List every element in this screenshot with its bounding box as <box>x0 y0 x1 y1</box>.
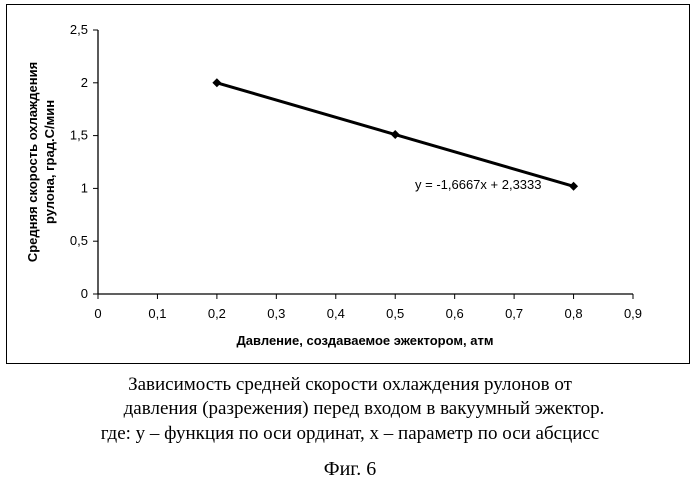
tick-labels: 0 0,5 1 1,5 2 2,5 0 0,1 0,2 0,3 0,4 0,5 0,6 0,7 0,8 0,9 <box>70 22 642 321</box>
x-tick-label: 0,6 <box>446 306 464 321</box>
figure-label: Фиг. 6 <box>323 458 377 480</box>
y-tick-label: 2,5 <box>70 22 88 37</box>
trendline-equation: y = -1,6667x + 2,3333 <box>415 177 541 192</box>
y-axis-title-line2: рулона, град.С/мин <box>42 100 57 224</box>
caption-line-2: давления (разрежения) перед входом в вак… <box>123 398 605 419</box>
x-tick-label: 0 <box>94 306 101 321</box>
chart-axes <box>93 29 634 299</box>
y-tick-label: 1 <box>81 180 88 195</box>
line-chart: 0 0,5 1 1,5 2 2,5 0 0,1 0,2 0,3 0,4 0,5 0,6 0,7 0,8 0,9… <box>25 22 642 348</box>
y-tick-label: 2 <box>81 75 88 90</box>
caption-line-3: где: у – функция по оси ординат, х – пар… <box>100 423 600 444</box>
y-tick-label: 0,5 <box>70 233 88 248</box>
y-tick-label: 0 <box>81 286 88 301</box>
x-tick-label: 0,8 <box>565 306 583 321</box>
x-tick-label: 0,7 <box>505 306 523 321</box>
caption-line-1: Зависимость средней скорости охлаждения … <box>128 374 572 395</box>
x-axis-title: Давление, создаваемое эжектором, атм <box>237 333 494 348</box>
x-tick-label: 0,3 <box>267 306 285 321</box>
x-tick-label: 0,2 <box>208 306 226 321</box>
data-series <box>212 78 579 191</box>
x-tick-label: 0,5 <box>386 306 404 321</box>
y-tick-label: 1,5 <box>70 128 88 143</box>
data-point <box>569 181 579 191</box>
data-point <box>390 130 400 140</box>
y-axis-title-line1: Средняя скорость охлаждения <box>25 62 40 262</box>
x-tick-label: 0,4 <box>327 306 345 321</box>
x-tick-label: 0,9 <box>624 306 642 321</box>
chart-frame <box>6 4 690 364</box>
x-tick-label: 0,1 <box>148 306 166 321</box>
data-point <box>212 78 222 88</box>
